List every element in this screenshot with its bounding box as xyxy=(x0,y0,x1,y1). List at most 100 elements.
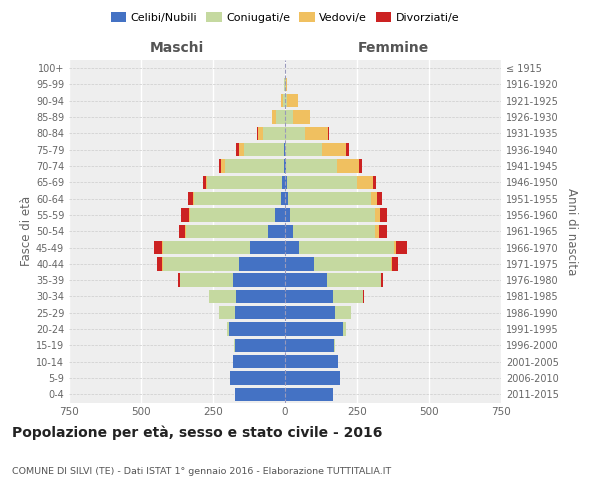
Bar xyxy=(285,306,335,320)
Bar xyxy=(285,355,338,368)
Bar xyxy=(285,208,290,222)
Bar xyxy=(282,176,285,189)
Text: COMUNE DI SILVI (TE) - Dati ISTAT 1° gennaio 2016 - Elaborazione TUTTITALIA.IT: COMUNE DI SILVI (TE) - Dati ISTAT 1° gen… xyxy=(12,467,391,476)
Bar xyxy=(154,241,162,254)
Bar xyxy=(219,160,221,172)
Bar xyxy=(283,94,285,108)
Bar xyxy=(230,372,285,384)
Bar xyxy=(357,176,373,189)
Bar xyxy=(285,322,343,336)
Bar xyxy=(188,192,193,205)
Bar xyxy=(268,224,285,238)
Bar xyxy=(258,126,263,140)
Bar xyxy=(272,110,277,124)
Bar xyxy=(377,192,382,205)
Bar xyxy=(244,143,284,156)
Text: Femmine: Femmine xyxy=(358,41,428,55)
Bar xyxy=(189,208,190,222)
Bar xyxy=(263,126,285,140)
Bar xyxy=(275,208,285,222)
Bar xyxy=(281,192,285,205)
Bar xyxy=(194,192,281,205)
Bar xyxy=(337,160,359,172)
Bar xyxy=(179,224,185,238)
Bar xyxy=(287,176,357,189)
Bar xyxy=(285,290,332,303)
Bar xyxy=(281,94,283,108)
Bar xyxy=(284,160,285,172)
Bar xyxy=(293,224,375,238)
Bar xyxy=(285,257,314,270)
Bar xyxy=(285,160,286,172)
Bar xyxy=(380,208,386,222)
Bar xyxy=(285,224,293,238)
Bar xyxy=(209,290,236,303)
Bar xyxy=(314,257,391,270)
Bar xyxy=(394,241,396,254)
Bar xyxy=(391,257,392,270)
Bar xyxy=(285,110,293,124)
Bar xyxy=(239,257,285,270)
Bar xyxy=(332,290,363,303)
Legend: Celibi/Nubili, Coniugati/e, Vedovi/e, Divorziati/e: Celibi/Nubili, Coniugati/e, Vedovi/e, Di… xyxy=(106,8,464,28)
Bar xyxy=(235,338,285,352)
Bar xyxy=(289,192,371,205)
Bar xyxy=(328,126,329,140)
Bar xyxy=(163,241,250,254)
Bar xyxy=(239,143,244,156)
Bar xyxy=(293,110,310,124)
Bar xyxy=(233,274,285,287)
Bar xyxy=(381,274,383,287)
Bar xyxy=(285,372,340,384)
Bar xyxy=(285,143,322,156)
Bar xyxy=(375,208,380,222)
Bar xyxy=(178,274,180,287)
Bar xyxy=(285,94,287,108)
Bar xyxy=(285,338,334,352)
Bar xyxy=(185,224,268,238)
Bar xyxy=(157,257,162,270)
Bar xyxy=(285,388,332,401)
Bar xyxy=(180,274,233,287)
Bar xyxy=(359,160,362,172)
Bar xyxy=(396,241,407,254)
Bar xyxy=(285,126,305,140)
Bar xyxy=(286,78,287,91)
Bar xyxy=(219,306,235,320)
Bar xyxy=(235,388,285,401)
Bar xyxy=(290,208,375,222)
Bar xyxy=(286,160,337,172)
Bar xyxy=(373,176,376,189)
Bar xyxy=(227,322,229,336)
Bar xyxy=(285,176,287,189)
Bar xyxy=(322,143,346,156)
Bar xyxy=(224,160,284,172)
Bar xyxy=(287,94,298,108)
Bar xyxy=(235,306,285,320)
Text: Popolazione per età, sesso e stato civile - 2016: Popolazione per età, sesso e stato civil… xyxy=(12,426,382,440)
Bar xyxy=(203,176,206,189)
Bar xyxy=(236,143,239,156)
Bar xyxy=(250,241,285,254)
Bar xyxy=(229,322,285,336)
Bar xyxy=(257,126,258,140)
Bar xyxy=(221,160,224,172)
Bar xyxy=(181,208,189,222)
Bar xyxy=(234,338,235,352)
Bar xyxy=(285,241,299,254)
Bar xyxy=(335,306,351,320)
Bar xyxy=(375,224,379,238)
Bar xyxy=(363,290,364,303)
Bar xyxy=(343,322,346,336)
Bar xyxy=(371,192,377,205)
Bar xyxy=(346,143,349,156)
Bar xyxy=(207,176,282,189)
Bar xyxy=(277,110,285,124)
Bar xyxy=(305,126,328,140)
Bar xyxy=(285,274,327,287)
Bar xyxy=(190,208,275,222)
Y-axis label: Fasce di età: Fasce di età xyxy=(20,196,33,266)
Bar xyxy=(163,257,239,270)
Bar xyxy=(233,355,285,368)
Bar xyxy=(285,192,289,205)
